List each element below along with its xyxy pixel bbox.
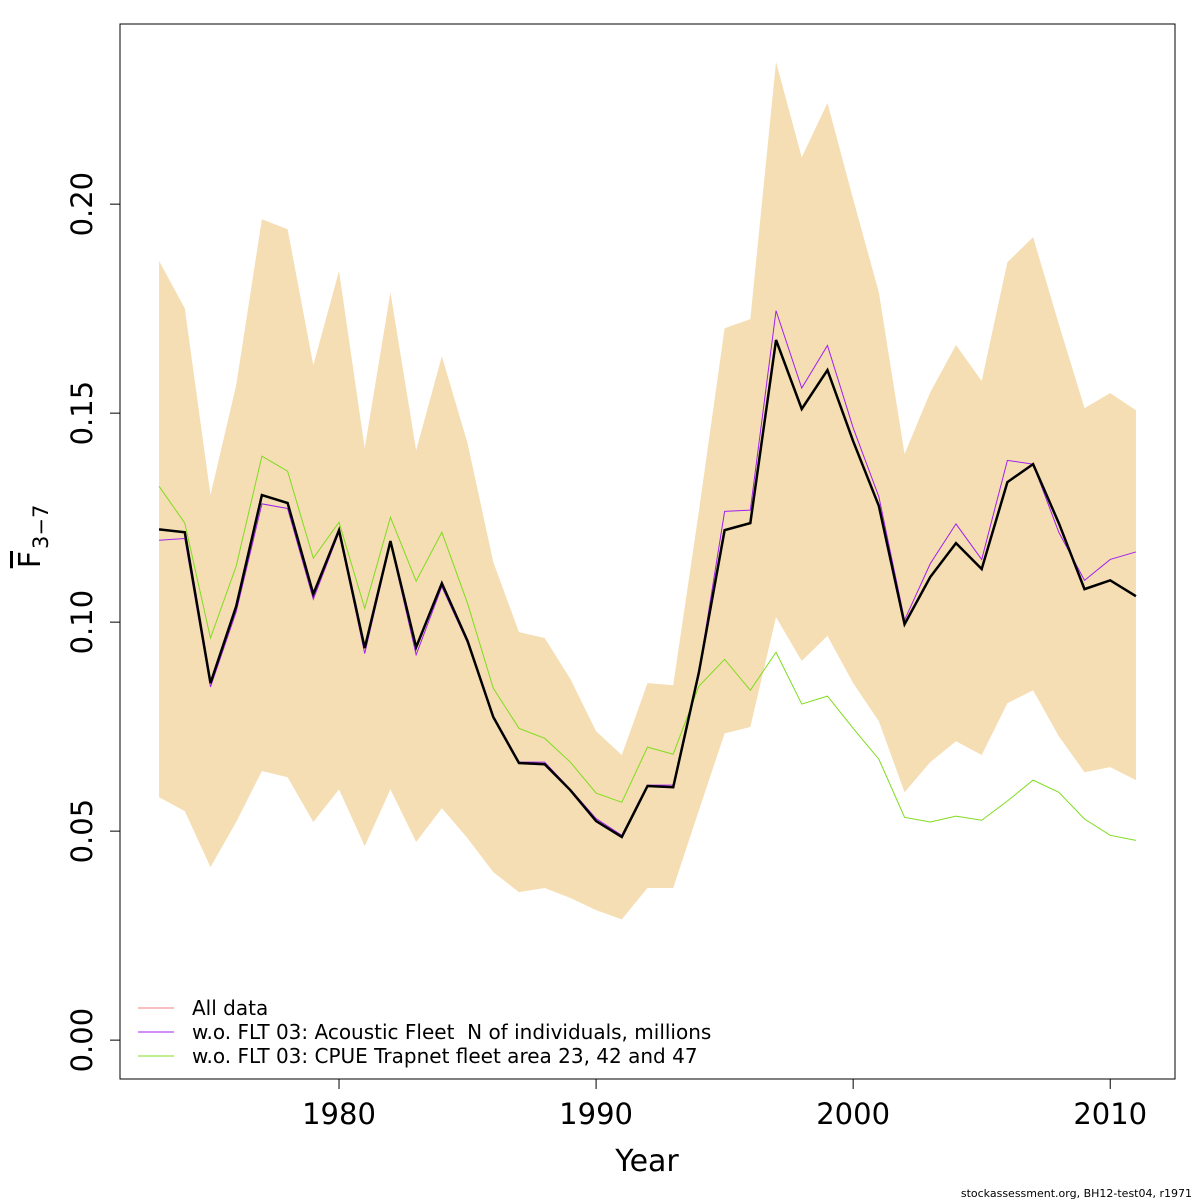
- y-tick-label: 0.20: [65, 172, 99, 237]
- series-line: [158, 339, 1137, 839]
- legend-label: All data: [192, 996, 268, 1020]
- x-tick-label: 2000: [816, 1097, 890, 1131]
- x-tick-label: 1980: [302, 1097, 376, 1131]
- y-tick-label: 0.10: [65, 590, 99, 655]
- y-tick-label: 0.00: [65, 1008, 99, 1073]
- legend-label: w.o. FLT 03: Acoustic Fleet N of individ…: [192, 1020, 711, 1044]
- x-tick-label: 1990: [559, 1097, 633, 1131]
- y-axis-label: F 3−7: [13, 505, 53, 569]
- y-tick-label: 0.15: [65, 381, 99, 446]
- footer: stockassessment.org, BH12-test04, r1971: [961, 1187, 1192, 1200]
- x-axis-label: Year: [614, 1144, 679, 1179]
- series-line: [158, 455, 1137, 841]
- y-axis-label-main: F: [13, 551, 48, 568]
- y-tick-label: 0.05: [65, 799, 99, 864]
- confidence-band: [159, 62, 1136, 920]
- plot-frame: [119, 23, 1176, 1080]
- legend-label: w.o. FLT 03: CPUE Trapnet fleet area 23,…: [192, 1044, 698, 1068]
- x-tick-label: 2010: [1073, 1097, 1147, 1131]
- y-axis-label-sub: 3−7: [29, 505, 53, 549]
